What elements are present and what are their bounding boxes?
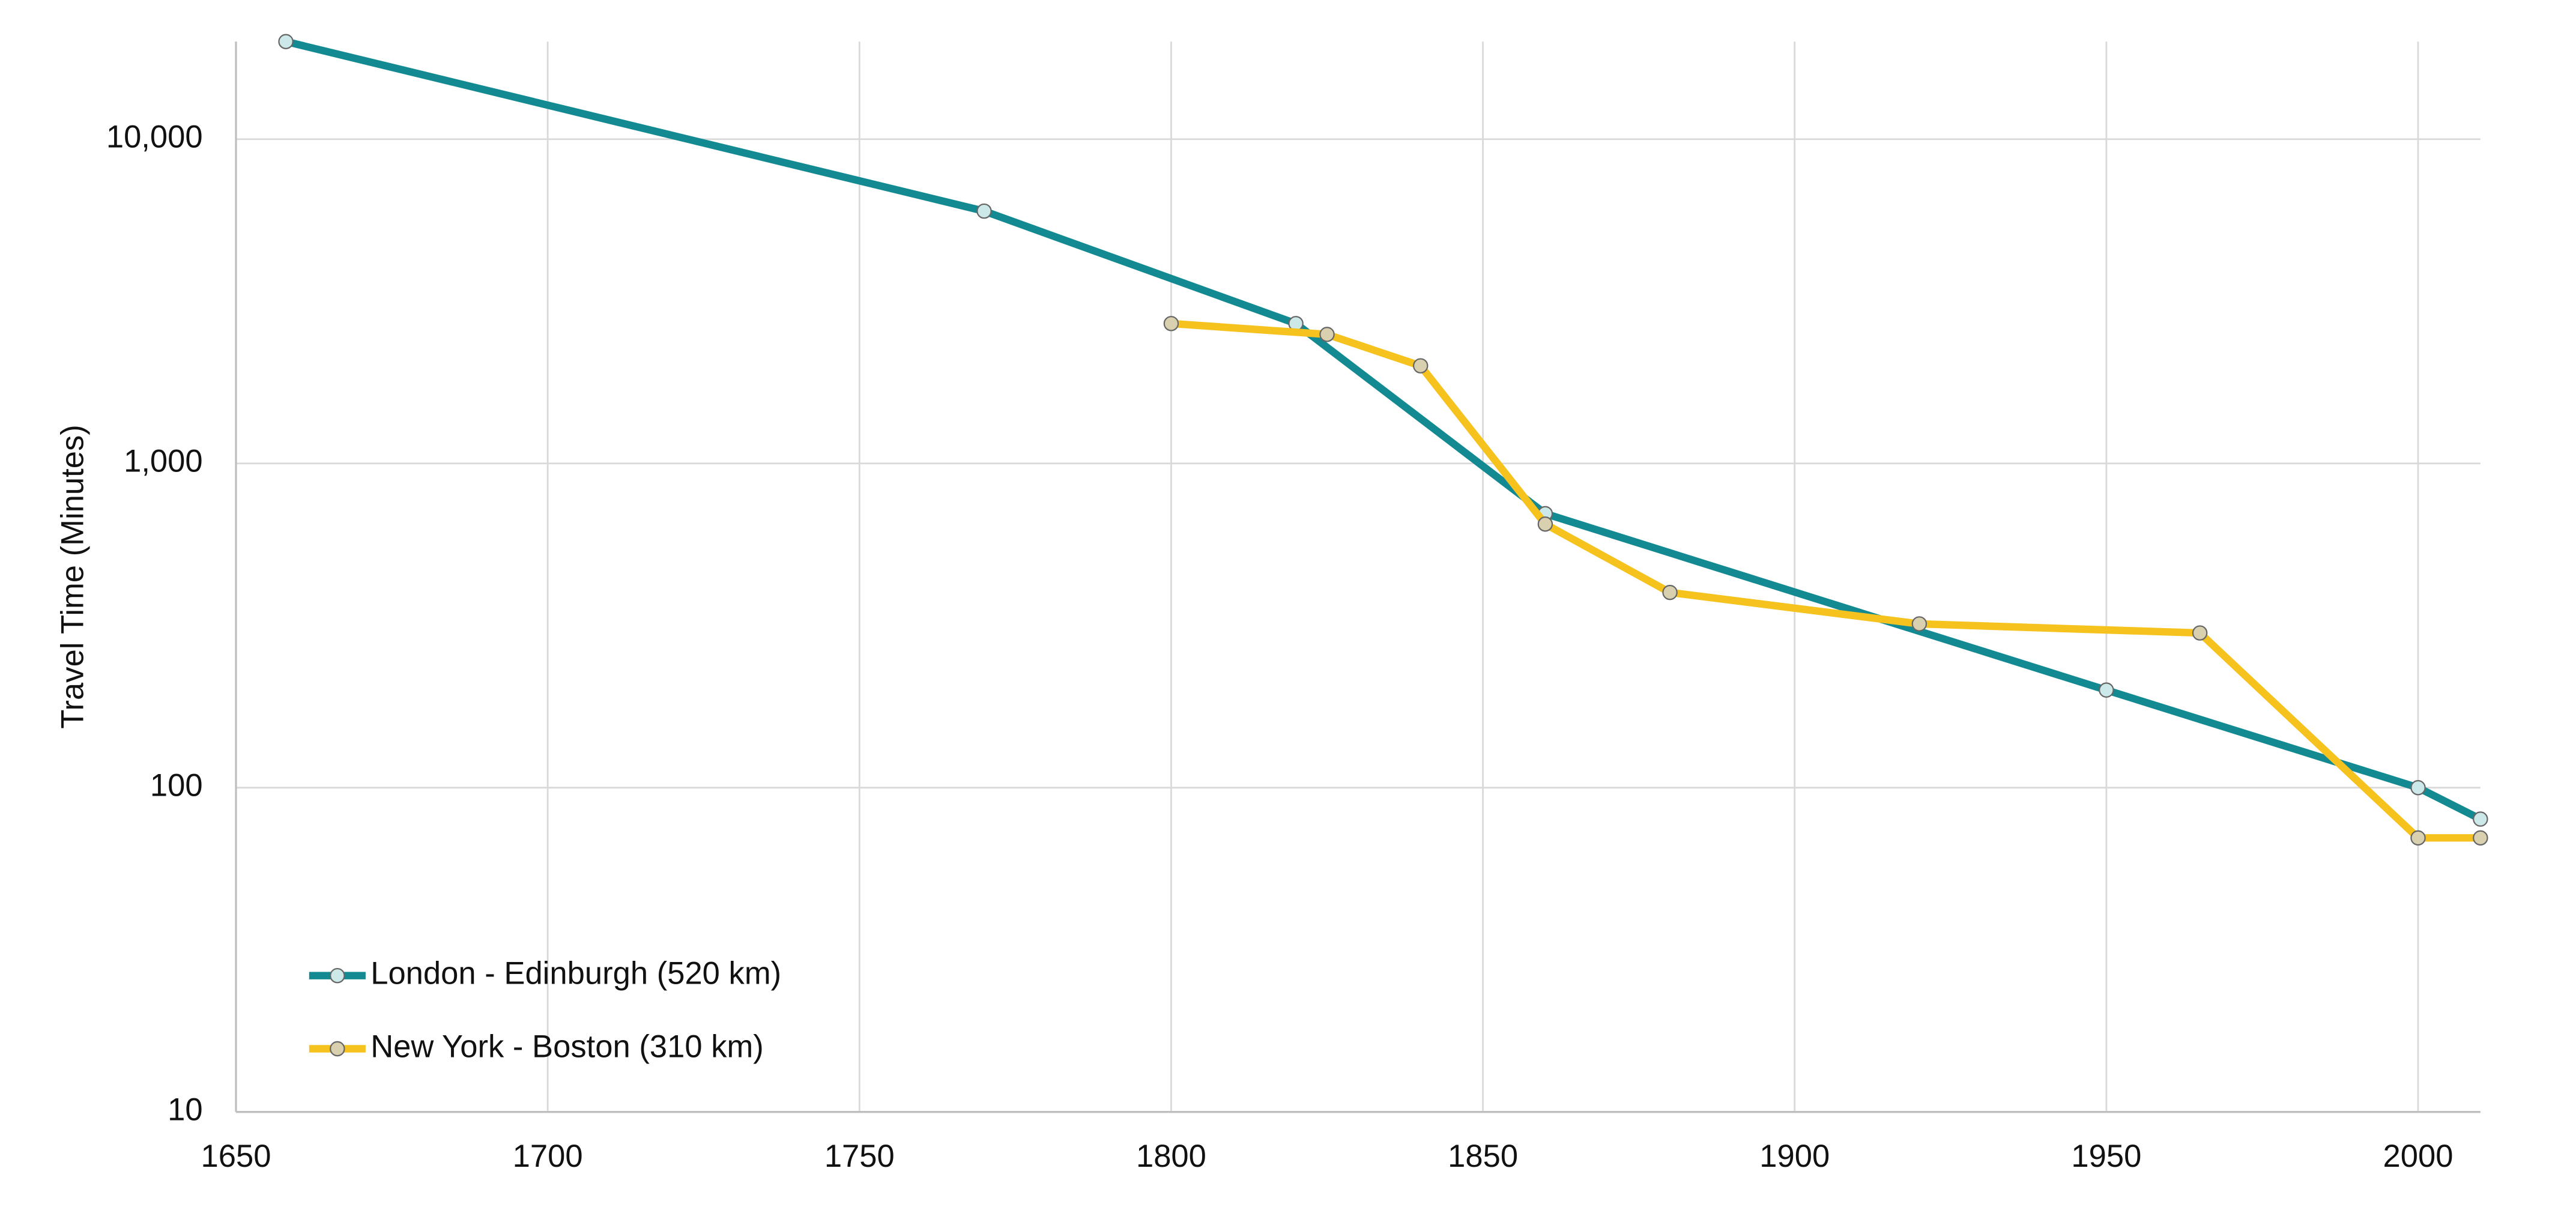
legend-marker [330, 967, 345, 984]
x-tick-label: 1950 [2071, 1139, 2141, 1174]
data-point [976, 203, 992, 219]
data-point [1537, 516, 1553, 532]
data-point [1319, 327, 1335, 342]
legend-marker [330, 1041, 345, 1057]
legend-label: London - Edinburgh (520 km) [370, 956, 781, 991]
data-point [1662, 584, 1678, 600]
data-point [2473, 830, 2488, 846]
x-tick-label: 1650 [201, 1139, 271, 1174]
data-point [1163, 316, 1179, 331]
y-axis-label: Travel Time (Minutes) [55, 425, 90, 728]
series-line [1171, 319, 2481, 842]
series-line [285, 38, 2482, 823]
y-tick-label: 1,000 [124, 444, 203, 479]
y-tick-label: 100 [150, 768, 203, 803]
y-tick-label: 10,000 [106, 119, 203, 155]
data-point [2099, 682, 2114, 698]
data-point [2192, 625, 2208, 641]
data-point [2473, 811, 2488, 827]
data-point [278, 34, 294, 49]
x-tick-label: 1800 [1136, 1139, 1206, 1174]
legend-label: New York - Boston (310 km) [370, 1029, 764, 1064]
x-tick-label: 1750 [824, 1139, 895, 1174]
x-tick-label: 1850 [1448, 1139, 1518, 1174]
x-tick-label: 2000 [2383, 1139, 2454, 1174]
data-point [1413, 358, 1429, 374]
y-tick-label: 10 [168, 1092, 202, 1128]
x-tick-label: 1900 [1759, 1139, 1830, 1174]
data-point [2410, 830, 2426, 846]
data-point [2410, 779, 2426, 796]
data-point [1911, 616, 1927, 632]
x-tick-label: 1700 [513, 1139, 583, 1174]
